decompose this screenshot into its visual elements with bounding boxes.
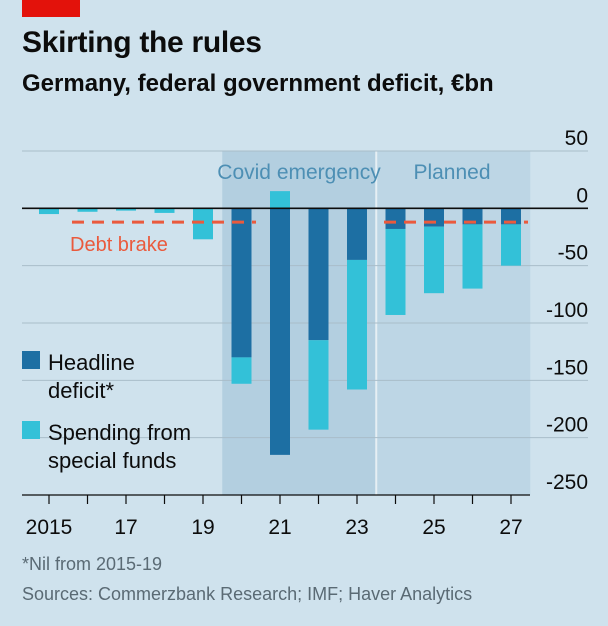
y-tick-label: -150 <box>546 356 588 379</box>
y-tick-label: -50 <box>558 242 588 265</box>
x-tick-label: 17 <box>114 516 137 539</box>
legend-label-headline-line1: Headline <box>48 350 135 375</box>
planned-period-label: Planned <box>413 161 490 184</box>
bar-special-funds <box>77 208 98 212</box>
bar-special-funds <box>501 224 521 266</box>
bar-special-funds <box>270 191 290 209</box>
bar-headline-deficit <box>270 208 290 455</box>
bar-headline-deficit <box>308 208 329 341</box>
bar-special-funds <box>39 208 59 215</box>
legend-swatch-special <box>22 421 40 439</box>
y-tick-label: 0 <box>576 184 588 207</box>
footnote: *Nil from 2015-19 <box>22 554 163 574</box>
bar-special-funds <box>116 208 136 211</box>
source-note: Sources: Commerzbank Research; IMF; Have… <box>22 584 473 604</box>
bar-headline-deficit <box>347 208 367 260</box>
y-tick-label: -100 <box>546 299 588 322</box>
legend-swatch-headline <box>22 351 40 369</box>
brand-tag <box>22 0 80 17</box>
bar-special-funds <box>308 340 329 430</box>
bar-special-funds <box>193 208 213 240</box>
legend-label-special-line1: Spending from <box>48 420 191 445</box>
bar-headline-deficit <box>462 208 483 225</box>
x-tick-label: 2015 <box>26 516 73 539</box>
bar-special-funds <box>231 357 252 384</box>
bar-special-funds <box>462 224 483 289</box>
bar-special-funds <box>154 208 175 213</box>
debt-brake-label: Debt brake <box>70 234 168 256</box>
bar-special-funds <box>385 228 406 315</box>
covid-period-label: Covid emergency <box>217 161 381 184</box>
x-tick-label: 23 <box>345 516 368 539</box>
bar-special-funds <box>424 226 444 294</box>
bar-headline-deficit <box>501 208 521 225</box>
x-tick-label: 21 <box>268 516 291 539</box>
bar-headline-deficit <box>385 208 406 229</box>
bar-special-funds <box>347 259 367 390</box>
chart-title: Skirting the rules <box>22 26 262 59</box>
y-tick-label: -250 <box>546 471 588 494</box>
x-tick-label: 19 <box>191 516 214 539</box>
chart-subtitle: Germany, federal government deficit, €bn <box>22 70 494 97</box>
bar-headline-deficit <box>231 208 252 358</box>
y-tick-label: -200 <box>546 414 588 437</box>
y-tick-label: 50 <box>565 127 588 150</box>
legend-label-headline-line2: deficit* <box>48 378 114 403</box>
x-tick-label: 25 <box>422 516 445 539</box>
x-tick-label: 27 <box>499 516 522 539</box>
legend-label-special-line2: special funds <box>48 448 176 473</box>
chart-canvas: 50 0 -50 -100 -150 -200 -250 2015 17 19 21 23 25 27 De… <box>22 127 588 539</box>
bar-headline-deficit <box>424 208 444 227</box>
